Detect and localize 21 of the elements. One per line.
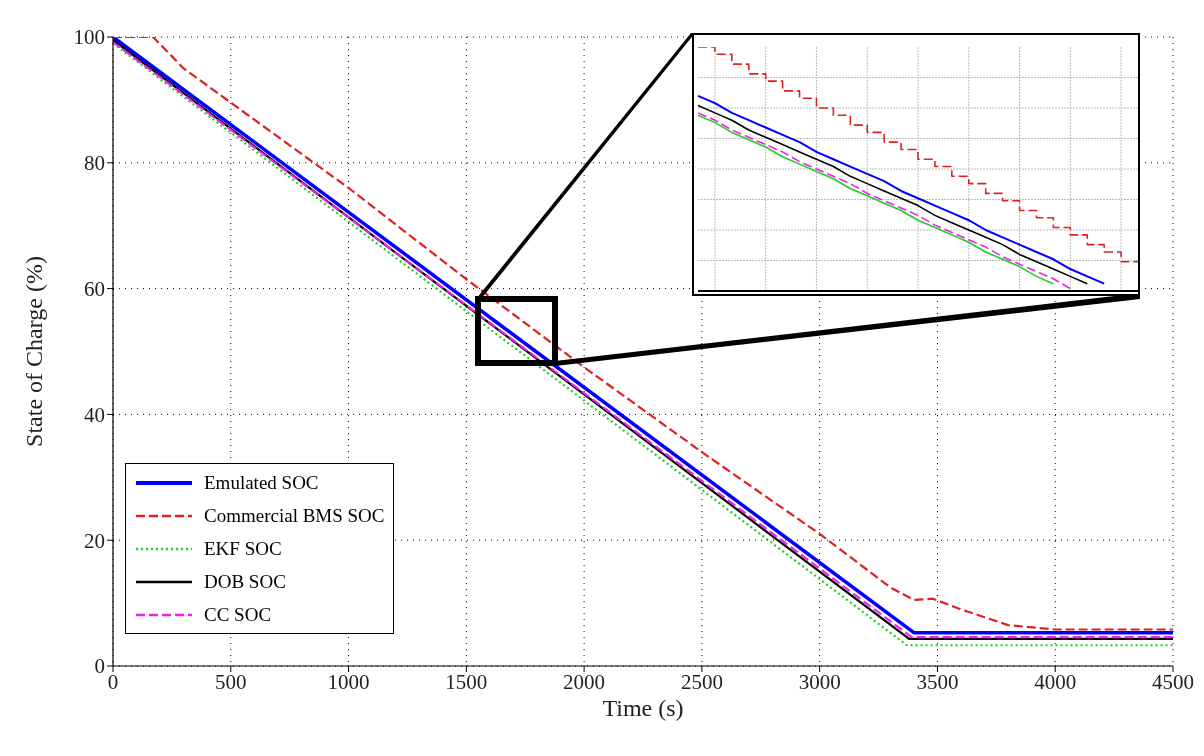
legend-label: CC SOC bbox=[204, 603, 272, 626]
x-axis-title: Time (s) bbox=[602, 695, 684, 721]
y-tick-label: 100 bbox=[73, 25, 105, 50]
x-tick-label: 2000 bbox=[563, 669, 606, 694]
x-tick-label: 500 bbox=[215, 669, 247, 694]
legend-label: Emulated SOC bbox=[204, 471, 319, 494]
x-tick-label: 1000 bbox=[327, 669, 370, 694]
x-tick-label: 4000 bbox=[1034, 669, 1077, 694]
legend-label: Commercial BMS SOC bbox=[204, 504, 385, 527]
x-tick-label: 2500 bbox=[680, 669, 723, 694]
y-tick-label: 20 bbox=[84, 528, 105, 553]
x-tick-label: 3500 bbox=[916, 669, 959, 694]
y-tick-label: 60 bbox=[84, 277, 105, 302]
y-tick-label: 40 bbox=[84, 402, 105, 427]
legend-label: EKF SOC bbox=[204, 537, 282, 560]
y-axis-title: State of Charge (%) bbox=[20, 256, 47, 447]
legend-label: DOB SOC bbox=[204, 570, 286, 593]
x-tick-label: 3000 bbox=[798, 669, 841, 694]
x-tick-label: 1500 bbox=[445, 669, 488, 694]
x-tick-label: 4500 bbox=[1152, 669, 1194, 694]
y-tick-label: 80 bbox=[84, 151, 105, 176]
